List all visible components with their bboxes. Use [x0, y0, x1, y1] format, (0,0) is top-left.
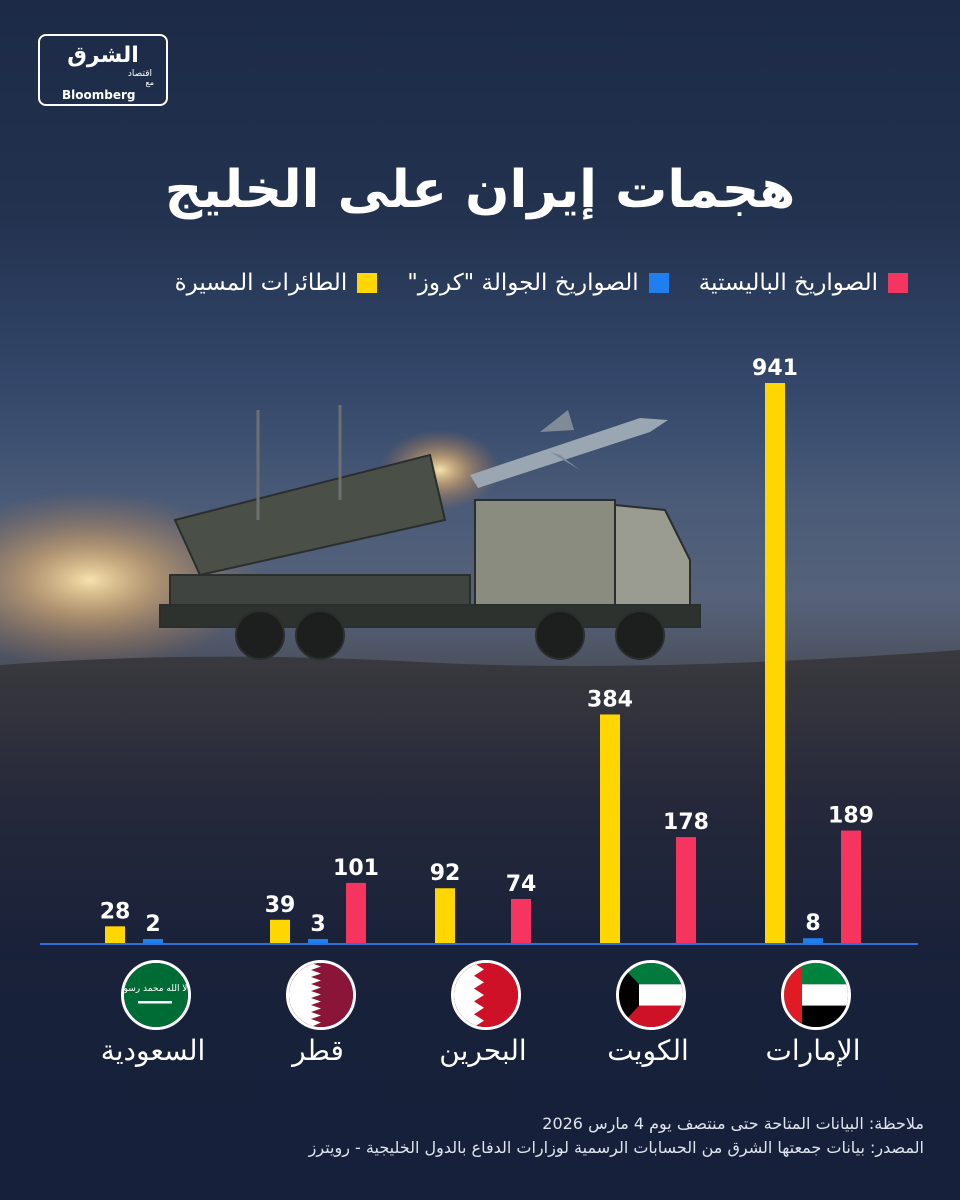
- bar-ballistic: [346, 882, 366, 943]
- bar-drone: [270, 919, 290, 943]
- logo-sub-text: اقتصاد: [127, 69, 152, 79]
- flag-qatar-graphic: [289, 963, 353, 1027]
- bar-value-label: 101: [333, 856, 379, 881]
- bar-drone: [765, 383, 785, 943]
- logo-brand-text: الشرق: [67, 43, 139, 68]
- country-label-kuwait: الكويت: [607, 1034, 689, 1067]
- bar-cruise: [143, 939, 163, 943]
- bar-drone: [600, 714, 620, 943]
- flag-qatar-icon: [286, 960, 356, 1030]
- bar-value-label: 92: [430, 861, 461, 886]
- flag-bahrain-graphic: [454, 963, 518, 1027]
- legend-swatch: [357, 273, 378, 293]
- bar-value-label: 74: [506, 872, 537, 897]
- ground: [0, 650, 960, 960]
- bar-ballistic: [511, 898, 531, 943]
- bar-value-label: 384: [587, 687, 633, 712]
- country-label-qatar: قطر: [292, 1034, 344, 1067]
- flag-saudi-graphic: لا إله إلا الله محمد رسول الله: [124, 963, 188, 1027]
- note-text: ملاحظة: البيانات المتاحة حتى منتصف يوم 4…: [542, 1114, 924, 1133]
- flag-uae-icon: [781, 960, 851, 1030]
- page-title: هجمات إيران على الخليج: [164, 160, 796, 220]
- country-label-uae: الإمارات: [765, 1034, 861, 1067]
- bar-value-label: 28: [100, 899, 131, 924]
- flag-kuwait-icon: [616, 960, 686, 1030]
- bar-ballistic: [841, 830, 861, 943]
- legend-swatch: [888, 273, 908, 293]
- legend-label: الطائرات المسيرة: [174, 270, 348, 296]
- brand-logo: الشرق اقتصاد مع Bloomberg: [38, 34, 168, 106]
- bar-drone: [435, 888, 455, 943]
- chart-legend: الصواريخ الباليستية الصواريخ الجوالة "كر…: [60, 265, 908, 301]
- bar-value-label: 8: [805, 911, 820, 936]
- legend-swatch: [648, 273, 669, 293]
- footnotes: ملاحظة: البيانات المتاحة حتى منتصف يوم 4…: [44, 1112, 924, 1160]
- bar-ballistic: [676, 837, 696, 943]
- bar-cruise: [308, 939, 328, 943]
- flag-uae-graphic: [784, 963, 848, 1027]
- bar-value-label: 2: [145, 912, 160, 937]
- bar-value-label: 39: [265, 893, 296, 918]
- flag-bahrain-icon: [451, 960, 521, 1030]
- launcher-truck-icon: [159, 405, 701, 660]
- bar-drone: [105, 926, 125, 943]
- country-label-bahrain: البحرين: [439, 1034, 527, 1067]
- bar-value-label: 3: [310, 912, 325, 937]
- bar-value-label: 941: [752, 356, 798, 381]
- cruise-missile-icon: [470, 410, 668, 488]
- source-text: المصدر: بيانات جمعتها الشرق من الحسابات …: [308, 1138, 924, 1157]
- legend-item-ballistic: الصواريخ الباليستية: [699, 270, 908, 296]
- legend-item-drones: الطائرات المسيرة: [175, 270, 378, 296]
- flag-saudi-text: لا إله إلا الله محمد رسول الله: [124, 984, 188, 994]
- logo-with-text: مع: [145, 78, 154, 87]
- bar-value-label: 178: [663, 810, 709, 835]
- country-label-saudi: السعودية: [100, 1034, 206, 1067]
- flag-saudi-icon: لا إله إلا الله محمد رسول الله: [121, 960, 191, 1030]
- legend-item-cruise: الصواريخ الجوالة "كروز": [407, 270, 669, 296]
- legend-label: الصواريخ الباليستية: [698, 270, 878, 296]
- logo-partner-text: Bloomberg: [62, 88, 136, 102]
- bar-value-label: 189: [828, 804, 874, 829]
- legend-label: الصواريخ الجوالة "كروز": [407, 270, 639, 296]
- bar-cruise: [803, 938, 823, 943]
- flag-kuwait-graphic: [619, 963, 683, 1027]
- chart-bars: 941 384 92 39 28 8 3 2 189 178 74 101: [100, 356, 874, 943]
